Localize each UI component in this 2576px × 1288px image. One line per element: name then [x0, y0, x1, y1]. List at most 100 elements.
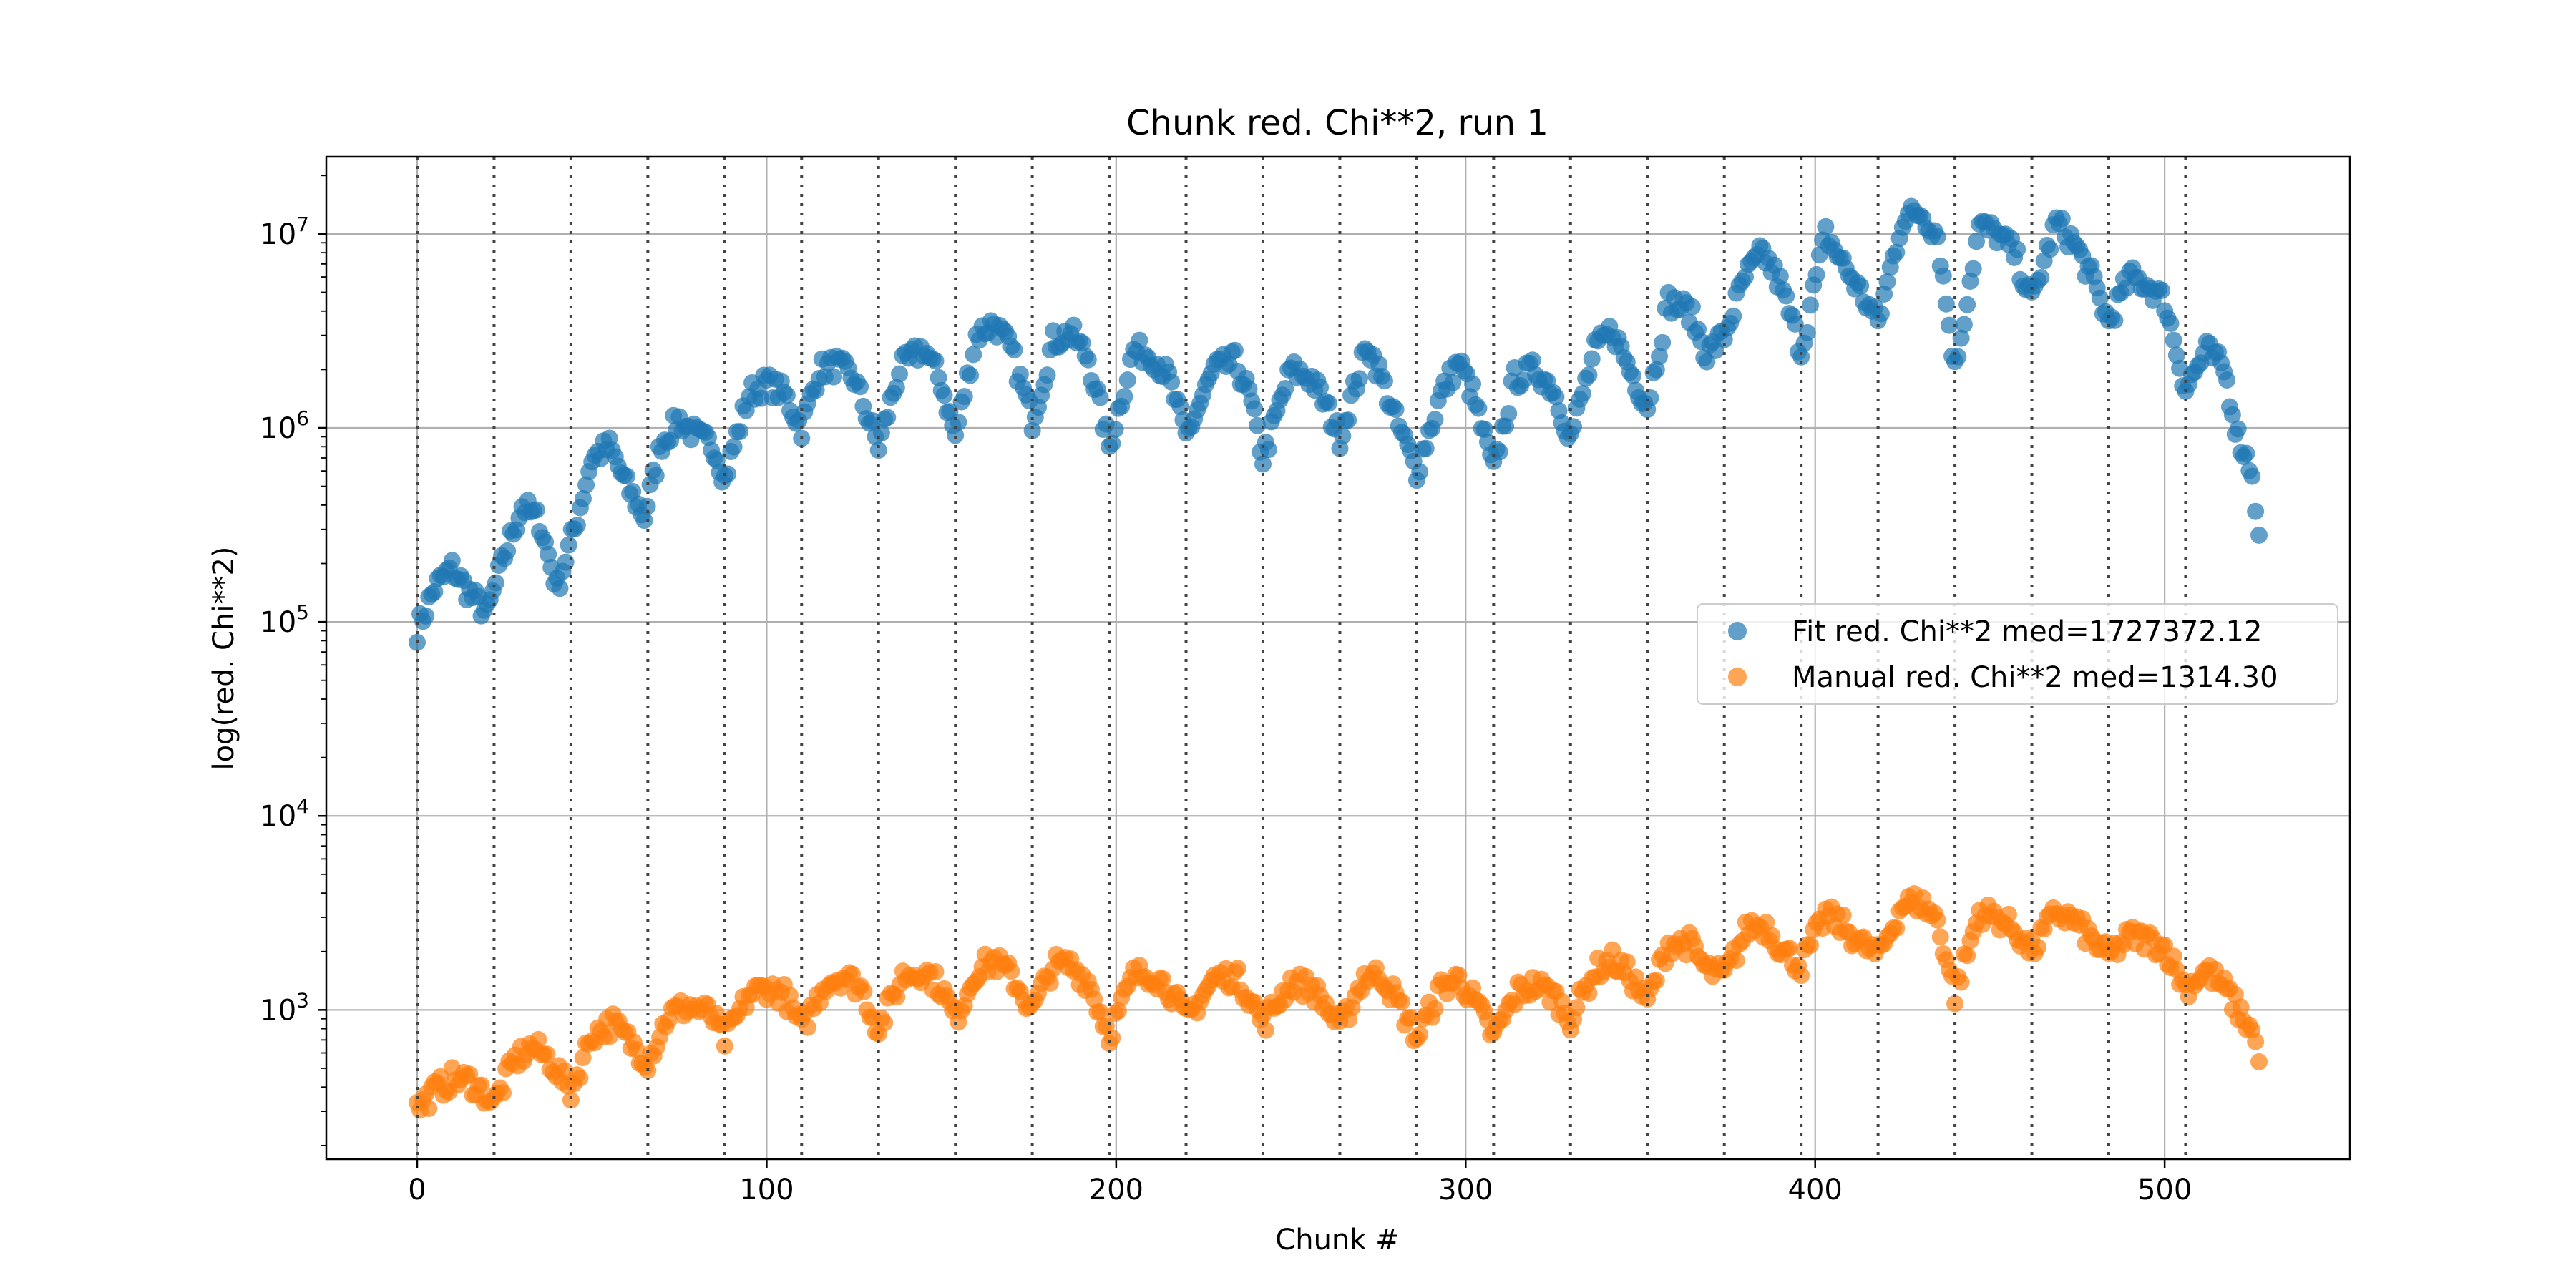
data-point [1411, 1025, 1429, 1043]
data-point [950, 413, 967, 431]
data-point [494, 1084, 512, 1102]
y-tick-label: 107 [260, 213, 309, 251]
data-point [1118, 371, 1136, 389]
data-point [869, 441, 887, 459]
data-point [1426, 1000, 1444, 1018]
data-point [1641, 389, 1659, 406]
data-point [2247, 502, 2265, 520]
data-point [1500, 404, 1518, 422]
data-point [1574, 384, 1591, 402]
data-point [2009, 240, 2026, 258]
data-point [1375, 372, 1393, 390]
data-point [1565, 418, 1583, 436]
data-point [1106, 421, 1124, 439]
data-point [1724, 307, 1742, 325]
data-point [855, 982, 873, 1000]
y-tick-label: 104 [260, 794, 309, 833]
data-point [1727, 952, 1745, 970]
legend-marker [1728, 622, 1747, 640]
data-point [1491, 443, 1508, 461]
data-point [472, 1076, 490, 1094]
data-point [1116, 388, 1133, 406]
data-point [443, 552, 461, 570]
x-tick-label: 100 [739, 1174, 794, 1206]
y-tick-label: 103 [260, 988, 309, 1027]
data-point [731, 423, 749, 441]
data-point [1065, 316, 1083, 334]
data-point [538, 1045, 556, 1063]
data-point [568, 517, 586, 535]
data-point [1801, 296, 1819, 314]
data-point [1079, 351, 1097, 369]
data-point [725, 438, 743, 456]
data-point [935, 386, 953, 404]
data-point [1246, 400, 1264, 418]
series-fit [408, 197, 2268, 651]
axes-frame [325, 155, 2351, 1161]
data-point [1153, 970, 1171, 987]
data-point [1103, 1029, 1121, 1047]
data-point [1583, 350, 1601, 368]
data-point [1568, 999, 1586, 1017]
data-point [2091, 289, 2109, 307]
data-point [417, 607, 435, 625]
data-point [962, 366, 980, 384]
data-point [1940, 316, 1958, 334]
data-point [1955, 316, 1973, 333]
data-point [1417, 439, 1435, 457]
data-point [1073, 334, 1091, 352]
data-point [2165, 331, 2182, 349]
chart-title: Chunk red. Chi**2, run 1 [1126, 103, 1548, 143]
data-point [700, 429, 718, 447]
data-point [1817, 218, 1835, 235]
data-point [1091, 1002, 1109, 1020]
data-point [930, 369, 947, 386]
y-tick-label: 106 [260, 406, 309, 445]
data-point [1647, 361, 1665, 379]
data-point [1928, 911, 1946, 929]
data-point [2218, 371, 2236, 389]
data-point [1523, 351, 1541, 369]
data-point [2053, 210, 2071, 228]
data-point [1683, 298, 1701, 316]
data-point [1392, 992, 1410, 1010]
data-point [1952, 329, 1970, 347]
data-point [844, 965, 862, 983]
data-point [527, 501, 545, 519]
data-point [1888, 243, 1906, 261]
x-tick-label: 300 [1438, 1174, 1493, 1206]
data-point [1654, 333, 1672, 351]
data-point [927, 352, 945, 370]
legend-marker [1728, 668, 1747, 686]
data-point [487, 574, 504, 592]
data-point [1934, 267, 1952, 285]
legend-label: Fit red. Chi**2 med=1727372.12 [1792, 615, 2262, 648]
data-point [778, 386, 796, 404]
data-point [1249, 416, 1267, 434]
data-point [2247, 1033, 2265, 1050]
data-point [719, 465, 737, 483]
data-point [799, 1018, 816, 1036]
y-axis-label: log(red. Chi**2) [208, 546, 240, 770]
data-point [1967, 233, 1985, 250]
data-point [628, 1041, 645, 1059]
data-point [618, 467, 636, 485]
data-point [2032, 268, 2050, 286]
data-point [1319, 394, 1337, 412]
data-point [1792, 348, 1810, 366]
data-point [1229, 960, 1246, 977]
data-point [1226, 341, 1244, 359]
data-point [2041, 240, 2059, 258]
data-point [879, 409, 897, 426]
data-point [2162, 314, 2180, 332]
data-point [1464, 375, 1482, 393]
data-point [1834, 906, 1852, 924]
data-point [1312, 379, 1330, 396]
data-point [1426, 411, 1444, 429]
data-point [1171, 398, 1189, 416]
data-point [1411, 463, 1429, 481]
data-point [499, 542, 517, 560]
data-point [2229, 420, 2247, 438]
data-point [2250, 1053, 2268, 1070]
